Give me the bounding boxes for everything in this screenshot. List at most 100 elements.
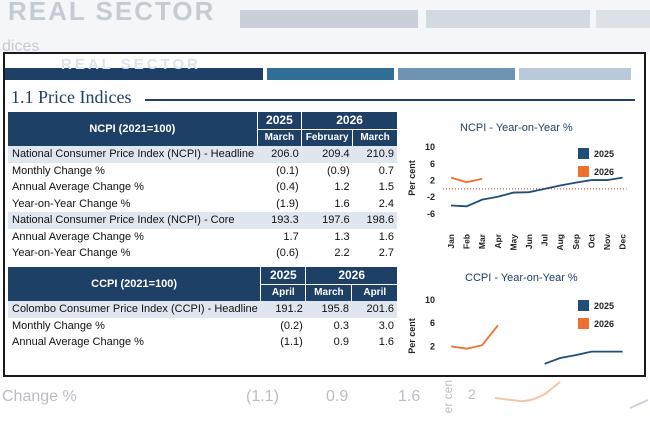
background-chart-line (494, 381, 649, 409)
row-value: (0.2) (280, 319, 303, 332)
background-row-value: (1.1) (246, 388, 279, 405)
background-axis-label: er cen (441, 380, 455, 414)
row-value: 2.2 (334, 247, 350, 260)
banner-bar (398, 68, 515, 80)
row-value: (1.9) (276, 197, 299, 210)
series-line-2026 (450, 324, 499, 350)
row-label: Year-on-Year Change % (12, 197, 131, 210)
background-stripe (240, 10, 418, 28)
document-frame: REAL SECTOR 1.1 Price Indices NCPI (2021… (3, 52, 646, 377)
x-tick-label: Apr (493, 233, 503, 248)
y-tick-label: 2 (430, 341, 435, 351)
row-value: 1.5 (378, 181, 394, 194)
row-label: Year-on-Year Change % (12, 247, 131, 260)
row-value: 193.3 (271, 214, 299, 227)
row-value: 2.4 (378, 197, 394, 210)
row-value: 197.6 (322, 214, 350, 227)
ccpi-yoy-chart: Per cent 10 6 2 2025 2026 (407, 295, 623, 365)
background-row-value: 0.9 (326, 388, 349, 405)
series-line-2025 (450, 176, 623, 208)
row-value: 3.0 (378, 319, 394, 332)
row-value: 191.2 (275, 303, 303, 316)
row-label: Colombo Consumer Price Index (CCPI) - He… (12, 303, 258, 316)
row-value: 1.6 (334, 197, 350, 210)
table-row: Annual Average Change % (1.1) 0.9 1.6 (8, 334, 397, 351)
row-value: 1.7 (283, 230, 299, 243)
series-line-2025 (544, 350, 623, 365)
table-row: Annual Average Change % 1.7 1.3 1.6 (8, 229, 397, 246)
row-label: Monthly Change % (12, 319, 105, 332)
x-tick-label: Jul (540, 234, 550, 246)
table-row: Monthly Change % (0.1) (0.9) 0.7 (8, 163, 397, 180)
row-value: 195.8 (321, 303, 349, 316)
legend-swatch-2025 (578, 148, 589, 159)
row-value: 201.6 (366, 303, 394, 316)
y-tick-label: -6 (427, 209, 435, 219)
background-axis-tick: 2 (468, 386, 476, 402)
x-tick-label: Aug (555, 234, 565, 251)
row-value: 0.9 (333, 336, 349, 349)
row-value: 206.0 (271, 148, 299, 161)
table-row: National Consumer Price Index (NCPI) - C… (8, 212, 397, 229)
y-tick-label: 10 (425, 142, 435, 152)
series-line-2026 (450, 176, 483, 184)
legend-swatch-2026 (578, 318, 589, 329)
legend-swatch-2026 (578, 166, 589, 177)
x-tick-label: Oct (586, 234, 596, 248)
legend-label-2026: 2026 (594, 319, 614, 329)
ccpi-table: CCPI (2021=100) 2025 2026 April March Ap… (8, 267, 397, 351)
row-label: Annual Average Change % (12, 230, 144, 243)
ncpi-month: February (301, 128, 353, 146)
banner-bar (519, 68, 631, 80)
x-tick-label: Nov (602, 234, 612, 250)
background-stripe (596, 10, 650, 28)
background-header: REAL SECTOR dices (0, 0, 650, 55)
row-value: 2.7 (378, 247, 394, 260)
ncpi-month: March (256, 128, 302, 146)
row-label: Annual Average Change % (12, 181, 144, 194)
y-tick-label: 10 (425, 295, 435, 305)
y-tick-label: 6 (430, 159, 435, 169)
row-value: 1.6 (378, 336, 394, 349)
ccpi-year-2025: 2025 (260, 267, 306, 284)
row-label: National Consumer Price Index (NCPI) - H… (12, 148, 255, 161)
background-bottom-row: Change % (1.1) 0.9 1.6 er cen 2 (0, 378, 650, 430)
background-row-label: Change % (2, 388, 77, 405)
table-row: Annual Average Change % (0.4) 1.2 1.5 (8, 179, 397, 196)
ncpi-chart-title: NCPI - Year-on-Year % (460, 122, 573, 134)
row-value: (1.1) (280, 336, 303, 349)
ncpi-month: March (352, 128, 397, 146)
ccpi-month: April (351, 283, 397, 301)
table-row: Monthly Change % (0.2) 0.3 3.0 (8, 318, 397, 335)
x-tick-label: Dec (618, 234, 628, 250)
section-title: 1.1 Price Indices (11, 87, 132, 107)
ccpi-year-row: CCPI (2021=100) 2025 2026 (8, 267, 397, 301)
row-value: 1.2 (334, 181, 350, 194)
ncpi-yoy-chart: Per cent 10 6 2 -2 -6 Jan Feb Mar Apr May Jun Jul Aug… (407, 142, 628, 251)
background-banner-word: REAL SECTOR (8, 0, 216, 26)
x-tick-label: Sep (571, 234, 581, 250)
y-tick-label: 2 (430, 176, 435, 186)
row-label: Annual Average Change % (12, 336, 144, 349)
background-stripe (426, 10, 590, 28)
banner-bar (5, 68, 263, 80)
ncpi-table-header: NCPI (2021=100) (8, 112, 258, 146)
row-label: National Consumer Price Index (NCPI) - C… (12, 214, 235, 227)
background-partial-heading: dices (2, 38, 40, 55)
ccpi-month: April (260, 283, 306, 301)
section-divider (145, 99, 635, 101)
ncpi-year-row: NCPI (2021=100) 2025 2026 (8, 112, 397, 146)
x-tick-label: Feb (462, 234, 472, 249)
x-tick-label: Mar (477, 233, 487, 249)
x-tick-label: May (508, 234, 518, 251)
x-tick-label: Jan (446, 234, 456, 249)
legend-swatch-2025 (578, 300, 589, 311)
ccpi-chart-title: CCPI - Year-on-Year % (465, 272, 578, 284)
ccpi-table-header: CCPI (2021=100) (8, 267, 261, 301)
y-axis-label: Per cent (407, 318, 417, 354)
row-value: 1.6 (378, 230, 394, 243)
ncpi-year-2025: 2025 (256, 112, 302, 129)
ncpi-year-2026: 2026 (301, 112, 397, 129)
row-value: 1.3 (334, 230, 350, 243)
table-row: Colombo Consumer Price Index (CCPI) - He… (8, 301, 397, 318)
